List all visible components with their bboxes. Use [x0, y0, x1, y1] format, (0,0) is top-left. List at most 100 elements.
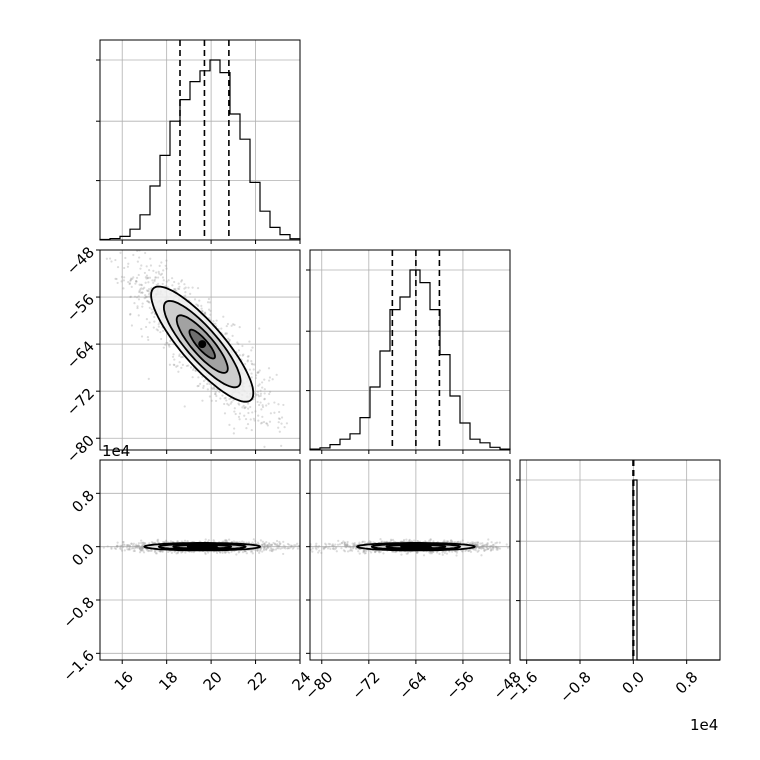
sample-point — [137, 546, 140, 549]
sample-point — [138, 546, 141, 550]
sample-point — [342, 549, 345, 552]
sample-point — [494, 542, 497, 545]
sample-point — [212, 539, 215, 542]
sample-point — [346, 542, 349, 545]
sample-point — [129, 313, 132, 316]
sample-point — [318, 549, 321, 552]
sample-point — [391, 538, 395, 541]
sample-point — [213, 388, 216, 391]
sample-point — [515, 548, 517, 550]
sample-point — [487, 538, 490, 541]
sample-point — [125, 544, 129, 547]
sample-point — [448, 550, 451, 553]
sample-point — [265, 541, 268, 544]
sample-point — [475, 545, 478, 548]
sample-point — [255, 549, 259, 552]
sample-point — [353, 544, 356, 547]
sample-point — [491, 548, 495, 551]
sample-point — [115, 544, 118, 547]
sample-point — [250, 376, 253, 379]
sample-point — [114, 258, 117, 262]
sample-point — [123, 543, 126, 547]
sample-point — [454, 550, 457, 553]
sample-point — [251, 541, 254, 544]
sample-point — [495, 548, 498, 551]
sample-point — [158, 272, 161, 275]
sample-point — [355, 547, 358, 550]
sample-point — [475, 541, 478, 544]
sample-point — [133, 549, 136, 553]
sample-point — [457, 540, 460, 543]
sample-point — [228, 397, 231, 401]
sample-point — [153, 278, 156, 281]
sample-point — [374, 550, 377, 553]
panel-frame — [99, 459, 301, 661]
sample-point — [158, 550, 162, 553]
sample-point — [226, 402, 229, 405]
sample-point — [323, 546, 326, 549]
sample-point — [145, 295, 148, 298]
sample-point — [351, 547, 354, 550]
sample-point — [132, 544, 135, 547]
sample-point — [466, 541, 470, 544]
sample-point — [140, 541, 143, 545]
sample-point — [244, 417, 248, 421]
sample-point — [476, 541, 479, 544]
sample-point — [155, 283, 158, 287]
sample-point — [147, 281, 150, 284]
sample-point — [464, 549, 467, 553]
sample-point — [148, 268, 151, 272]
sample-point — [392, 550, 395, 553]
sample-point — [245, 426, 248, 430]
sample-point — [127, 544, 130, 547]
sample-point — [406, 552, 409, 555]
sample-point — [238, 403, 241, 406]
sample-point — [132, 542, 135, 545]
sample-point — [369, 549, 372, 552]
sample-point — [151, 541, 155, 544]
sample-point — [475, 545, 479, 548]
sample-point — [461, 550, 464, 553]
sample-point — [124, 256, 127, 260]
sample-point — [345, 543, 348, 546]
sample-point — [138, 551, 142, 554]
sample-point — [207, 308, 211, 311]
sample-point — [139, 291, 142, 294]
sample-point — [144, 296, 148, 299]
sample-point — [266, 544, 269, 547]
sample-point — [480, 546, 483, 549]
sample-point — [141, 541, 144, 544]
sample-point — [165, 341, 168, 344]
sample-point — [132, 253, 135, 257]
sample-point — [221, 394, 224, 397]
sample-point — [257, 414, 260, 417]
sample-point — [180, 366, 183, 369]
sample-point — [315, 542, 318, 545]
sample-point — [150, 549, 153, 552]
sample-point — [259, 548, 262, 551]
sample-point — [209, 309, 212, 313]
sample-point — [246, 355, 249, 358]
sample-point — [253, 419, 256, 422]
sample-point — [455, 551, 459, 554]
sample-point — [277, 403, 280, 406]
sample-point — [183, 539, 187, 542]
sample-point — [429, 538, 432, 542]
sample-point — [246, 422, 250, 426]
y-tick-label: −0.8 — [60, 593, 98, 631]
sample-point — [301, 546, 303, 548]
sample-point — [363, 540, 366, 543]
sample-point — [130, 277, 133, 280]
sample-point — [131, 546, 135, 550]
sample-point — [139, 267, 142, 270]
sample-point — [145, 274, 149, 277]
sample-point — [254, 377, 258, 380]
sample-point — [159, 549, 162, 553]
sample-point — [184, 551, 187, 554]
sample-point — [118, 240, 120, 242]
sample-point — [277, 547, 280, 550]
x-tick-label: −72 — [348, 668, 383, 703]
sample-point — [145, 289, 149, 292]
sample-point — [278, 545, 281, 548]
sample-point — [160, 261, 163, 264]
